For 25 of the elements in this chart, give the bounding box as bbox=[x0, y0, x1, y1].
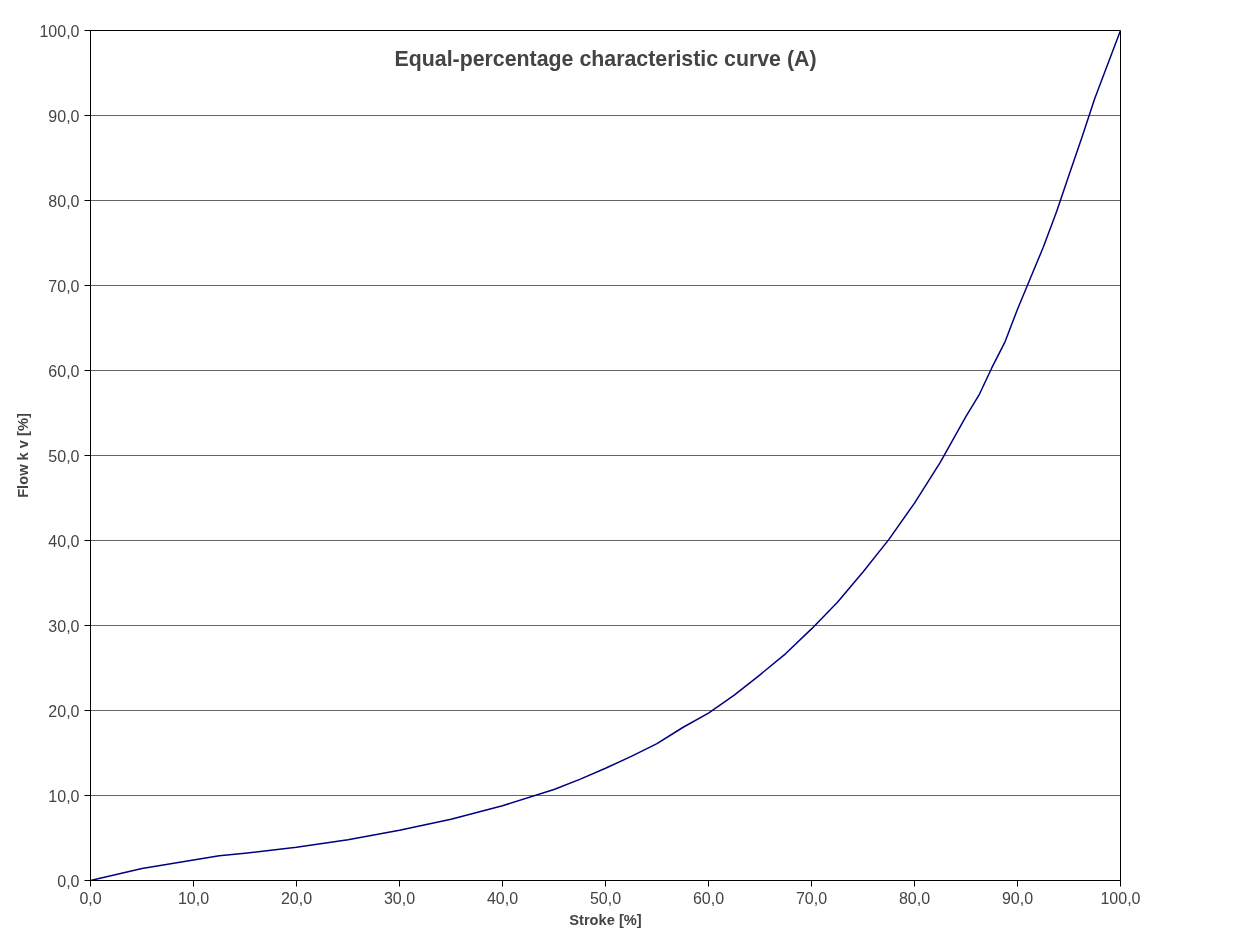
y-tick-label: 50,0 bbox=[48, 447, 80, 465]
x-tick-label: 80,0 bbox=[898, 889, 931, 907]
text: Equal-percentage characteristic curve (A) bbox=[394, 46, 817, 71]
x-tick-label: 40,0 bbox=[486, 889, 519, 907]
y-tick-label: 80,0 bbox=[48, 192, 80, 210]
y-tick-label: 70,0 bbox=[48, 277, 80, 295]
x-tick-label: 90,0 bbox=[1001, 889, 1034, 907]
x-tick-label: 50,0 bbox=[589, 889, 622, 907]
y-tick-label: 100,0 bbox=[39, 22, 80, 40]
y-tick-label: 60,0 bbox=[48, 362, 80, 380]
x-tick-label: 60,0 bbox=[692, 889, 725, 907]
x-tick-label: 0,0 bbox=[79, 889, 102, 907]
x-tick-label: 10,0 bbox=[177, 889, 210, 907]
x-tick-label: 20,0 bbox=[280, 889, 313, 907]
y-tick-label: 30,0 bbox=[48, 617, 80, 635]
x-tick-label: 70,0 bbox=[795, 889, 828, 907]
x-tick-label: 30,0 bbox=[383, 889, 416, 907]
y-tick-label: 40,0 bbox=[48, 532, 80, 550]
y-tick-label: 0,0 bbox=[57, 872, 80, 890]
y-tick-label: 90,0 bbox=[48, 107, 80, 125]
y-tick-label: 10,0 bbox=[48, 787, 80, 805]
x-axis-title: Stroke [%] bbox=[569, 911, 642, 928]
x-tick-label: 100,0 bbox=[1100, 889, 1141, 907]
y-axis-title: Flow k v [%] bbox=[15, 413, 32, 498]
y-tick-label: 20,0 bbox=[48, 702, 80, 720]
